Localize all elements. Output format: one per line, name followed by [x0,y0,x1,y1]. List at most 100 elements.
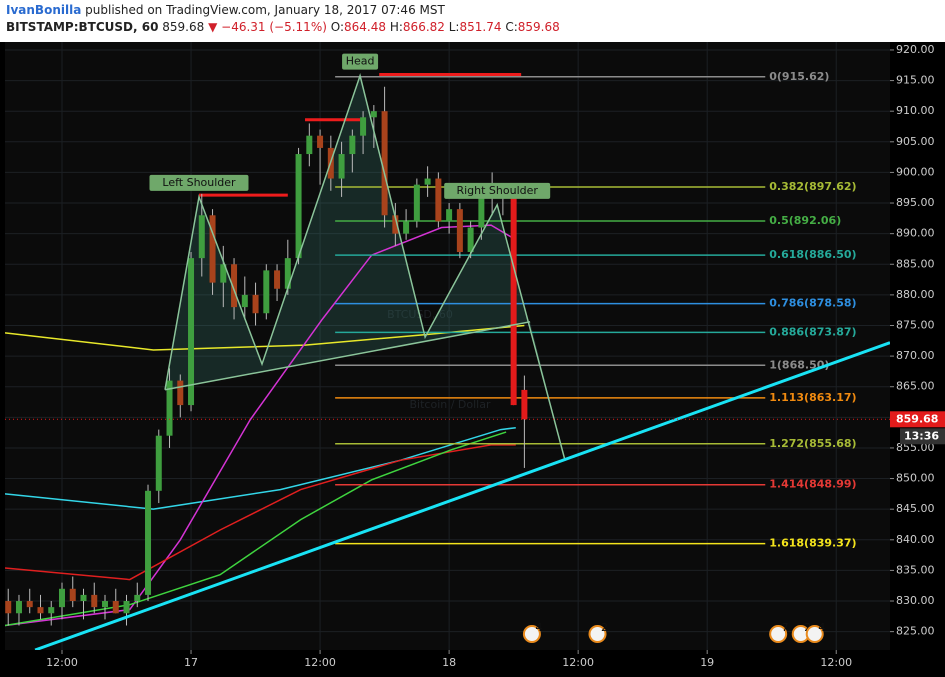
x-tick-label: 12:00 [46,656,78,669]
candle-body [284,258,291,289]
x-tick-label: 12:00 [304,656,336,669]
fib-label: 1.414(848.99) [769,478,856,491]
pattern-label-bg [149,174,249,191]
event-count: 4 [535,621,542,634]
last-price: 859.68 [162,20,205,34]
y-tick-label: 865.00 [896,380,935,393]
candle-body [435,178,442,222]
candle-body [370,111,377,118]
x-tick-label: 12:00 [820,656,852,669]
y-tick-label: 890.00 [896,227,935,240]
l-label: L: [448,20,460,34]
candle-body [306,135,313,155]
moving-average [5,426,516,510]
fib-label: 1.618(839.37) [769,537,856,550]
pattern-label: Head [346,55,375,68]
open: 864.48 [344,20,387,34]
candle-body [37,607,44,614]
candle-body [58,588,65,608]
h-label: H: [389,20,403,34]
y-tick-label: 910.00 [896,104,935,117]
y-tick-label: 870.00 [896,349,935,362]
time-label: 13:36 [904,429,939,442]
time-box [900,428,945,445]
event-icon [769,625,788,643]
fib-label: 0.886(873.87) [769,325,856,338]
candle-body [403,221,410,234]
candle-body [145,490,152,595]
y-tick-label: 875.00 [896,318,935,331]
x-tick-label: 17 [184,656,198,669]
candle-body [456,209,463,253]
o-label: O: [330,20,345,34]
candle-body [521,389,528,420]
event-count: 2 [804,621,811,634]
candle-body [446,209,453,222]
candle-body [392,215,399,234]
candle-body [112,601,119,614]
plot-bg [5,42,890,650]
pattern-outline [164,73,566,461]
candle-body [295,154,302,259]
header-line: BITSTAMP:BTCUSD, 60 859.68 ▼ −46.31 (−5.… [6,19,560,36]
x-axis-bg [0,650,945,677]
x-tick-label: 18 [442,656,456,669]
candle-body [231,264,238,308]
candle-body [177,380,184,406]
header: IvanBonilla published on TradingView.com… [6,2,560,36]
y-tick-label: 905.00 [896,135,935,148]
candle-body [252,294,259,314]
candle-body [317,135,324,148]
pattern-label: Left Shoulder [162,176,236,189]
high: 866.82 [402,20,445,34]
candle-body [155,435,162,491]
candle-body [5,601,12,614]
y-tick-label: 915.00 [896,74,935,87]
candle-body [413,184,420,222]
watermark-sub: Bitcoin / Dollar [410,398,491,411]
candle-body [102,601,109,608]
y-tick-label: 840.00 [896,533,935,546]
candle-body [263,270,270,314]
candle-body [360,117,367,136]
x-tick-label: 12:00 [562,656,594,669]
published: published on TradingView.com, January 18… [85,3,445,17]
last-price-label: 859.68 [896,412,938,425]
left-edge [0,42,5,677]
fib-label: 0.786(878.58) [769,297,856,310]
event-icon [588,625,607,643]
y-tick-label: 835.00 [896,563,935,576]
fib-label: 0(915.62) [769,70,829,83]
candle-body [15,601,22,614]
event-count: 7 [782,621,789,634]
candle-body [274,270,281,289]
event-count: 2 [601,621,608,634]
moving-average [5,431,507,627]
candle-body [338,154,345,179]
pattern-label-bg [342,53,379,70]
candle-body [48,607,55,614]
y-tick-label: 895.00 [896,196,935,209]
trendline [34,341,890,650]
event-icon [522,625,541,643]
y-tick-label: 885.00 [896,257,935,270]
event-icon [805,625,824,643]
header-line: IvanBonilla published on TradingView.com… [6,2,560,19]
fib-label: 1.272(855.68) [769,437,856,450]
symbol: BITSTAMP:BTCUSD, 60 [6,20,159,34]
pattern-label: Right Shoulder [456,184,538,197]
candle-body [198,215,205,259]
author[interactable]: IvanBonilla [6,3,82,17]
last-price-box [890,411,945,428]
candle-body [241,294,248,308]
y-tick-label: 850.00 [896,472,935,485]
candle-body [349,135,356,155]
candle-body [80,594,87,602]
candle-body [134,594,141,602]
fib-label: 1.113(863.17) [769,391,856,404]
candle-body [188,258,195,406]
candle-body [381,111,388,216]
y-tick-label: 845.00 [896,502,935,515]
